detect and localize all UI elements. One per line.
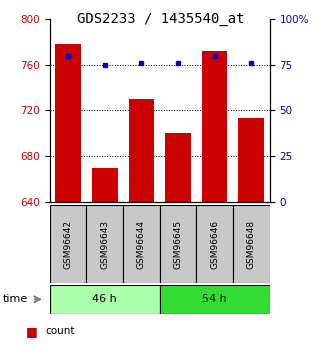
Bar — [128, 99, 154, 202]
Text: time: time — [3, 294, 29, 304]
Bar — [55, 44, 81, 202]
Bar — [196, 205, 233, 283]
Bar — [160, 285, 270, 314]
Text: GSM96643: GSM96643 — [100, 219, 109, 269]
Text: GSM96646: GSM96646 — [210, 219, 219, 269]
Text: count: count — [45, 326, 74, 336]
Text: GSM96644: GSM96644 — [137, 219, 146, 269]
Bar — [50, 285, 160, 314]
Bar — [50, 205, 86, 283]
Text: GSM96642: GSM96642 — [64, 219, 73, 269]
Text: ■: ■ — [26, 325, 38, 338]
Text: 54 h: 54 h — [202, 294, 227, 304]
Bar — [160, 205, 196, 283]
Bar — [92, 168, 117, 202]
Bar — [233, 205, 270, 283]
Text: GSM96645: GSM96645 — [174, 219, 183, 269]
Bar — [165, 133, 191, 202]
Text: GSM96648: GSM96648 — [247, 219, 256, 269]
Bar — [202, 51, 228, 202]
Bar — [239, 118, 264, 202]
Text: GDS2233 / 1435540_at: GDS2233 / 1435540_at — [77, 12, 244, 26]
Bar — [123, 205, 160, 283]
Bar — [86, 205, 123, 283]
Text: 46 h: 46 h — [92, 294, 117, 304]
